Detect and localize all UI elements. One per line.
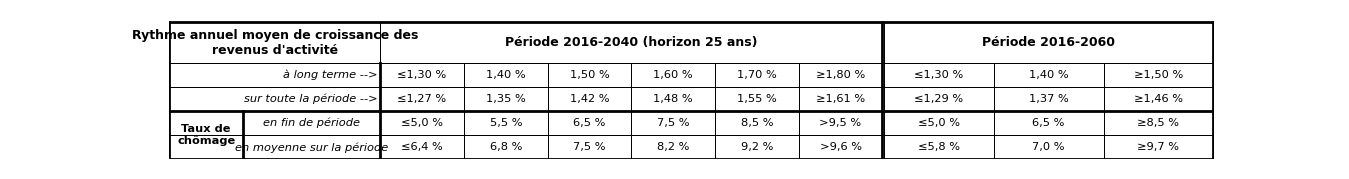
Text: >9,5 %: >9,5 % [819, 118, 862, 128]
Bar [715, 63, 799, 87]
Bar [631, 136, 715, 159]
Bar [799, 87, 882, 111]
Bar [464, 136, 548, 159]
Bar [170, 111, 243, 136]
Text: 1,35 %: 1,35 % [486, 94, 526, 104]
Bar [1103, 87, 1213, 111]
Bar [380, 87, 464, 111]
Text: ≤1,27 %: ≤1,27 % [398, 94, 447, 104]
Text: ≤1,30 %: ≤1,30 % [398, 70, 447, 80]
Bar [884, 136, 994, 159]
Text: 6,5 %: 6,5 % [573, 118, 606, 128]
Text: Période 2016-2040 (horizon 25 ans): Période 2016-2040 (horizon 25 ans) [505, 36, 758, 49]
Text: ≥1,50 %: ≥1,50 % [1133, 70, 1183, 80]
Text: en fin de période: en fin de période [263, 118, 360, 128]
Text: ≥8,5 %: ≥8,5 % [1137, 118, 1179, 128]
Text: ≤1,30 %: ≤1,30 % [915, 70, 963, 80]
Bar [884, 63, 994, 87]
Text: à long terme -->: à long terme --> [283, 70, 378, 80]
Bar [994, 111, 1103, 136]
Text: 7,0 %: 7,0 % [1032, 142, 1064, 152]
Bar [464, 63, 548, 87]
Text: 8,5 %: 8,5 % [741, 118, 773, 128]
Bar [548, 111, 631, 136]
Text: Période 2016-2060: Période 2016-2060 [982, 36, 1116, 49]
Text: ≤1,29 %: ≤1,29 % [915, 94, 963, 104]
Bar [884, 87, 994, 111]
Bar [548, 63, 631, 87]
Bar [380, 63, 464, 87]
Text: 9,2 %: 9,2 % [741, 142, 773, 152]
Bar [799, 136, 882, 159]
Text: 1,70 %: 1,70 % [737, 70, 777, 80]
Bar [799, 63, 882, 87]
Text: 1,40 %: 1,40 % [486, 70, 526, 80]
Text: Taux de
chômage: Taux de chômage [177, 124, 235, 146]
Text: ≥1,46 %: ≥1,46 % [1135, 94, 1183, 104]
Bar [170, 22, 380, 63]
Text: >9,6 %: >9,6 % [820, 142, 862, 152]
Text: 6,8 %: 6,8 % [490, 142, 522, 152]
Bar [994, 87, 1103, 111]
Text: 1,50 %: 1,50 % [569, 70, 610, 80]
Bar [380, 22, 882, 63]
Text: ≤6,4 %: ≤6,4 % [401, 142, 442, 152]
Text: ≥1,61 %: ≥1,61 % [816, 94, 865, 104]
Bar [799, 111, 882, 136]
Text: en moyenne sur la période: en moyenne sur la période [235, 142, 389, 153]
Bar [464, 111, 548, 136]
Bar [631, 87, 715, 111]
Bar [994, 63, 1103, 87]
Text: 5,5 %: 5,5 % [490, 118, 522, 128]
Text: ≥1,80 %: ≥1,80 % [816, 70, 865, 80]
Bar [715, 136, 799, 159]
Text: 6,5 %: 6,5 % [1032, 118, 1064, 128]
Bar [631, 63, 715, 87]
Text: 1,55 %: 1,55 % [737, 94, 777, 104]
Bar [1103, 111, 1213, 136]
Text: ≤5,8 %: ≤5,8 % [917, 142, 960, 152]
Text: sur toute la période -->: sur toute la période --> [244, 94, 378, 104]
Bar [631, 111, 715, 136]
Text: ≤5,0 %: ≤5,0 % [401, 118, 442, 128]
Text: 8,2 %: 8,2 % [657, 142, 689, 152]
Text: 1,37 %: 1,37 % [1029, 94, 1068, 104]
Bar [464, 87, 548, 111]
Text: 7,5 %: 7,5 % [573, 142, 606, 152]
Bar [715, 111, 799, 136]
Bar [715, 87, 799, 111]
Bar [243, 111, 380, 136]
Bar [1103, 136, 1213, 159]
Bar [994, 136, 1103, 159]
Bar [170, 87, 380, 111]
Text: 1,60 %: 1,60 % [653, 70, 693, 80]
Text: 1,42 %: 1,42 % [569, 94, 610, 104]
Text: ≤5,0 %: ≤5,0 % [917, 118, 960, 128]
Bar [380, 111, 464, 136]
Bar [548, 136, 631, 159]
Bar [380, 136, 464, 159]
Bar [1103, 63, 1213, 87]
Bar [884, 111, 994, 136]
Text: 1,40 %: 1,40 % [1029, 70, 1068, 80]
Text: 7,5 %: 7,5 % [657, 118, 689, 128]
Bar [170, 63, 380, 87]
Bar [170, 136, 243, 159]
Bar [884, 22, 1213, 63]
Text: ≥9,7 %: ≥9,7 % [1137, 142, 1179, 152]
Bar [243, 136, 380, 159]
Text: 1,48 %: 1,48 % [653, 94, 693, 104]
Text: Rythme annuel moyen de croissance des
revenus d'activité: Rythme annuel moyen de croissance des re… [132, 29, 418, 57]
Bar [548, 87, 631, 111]
